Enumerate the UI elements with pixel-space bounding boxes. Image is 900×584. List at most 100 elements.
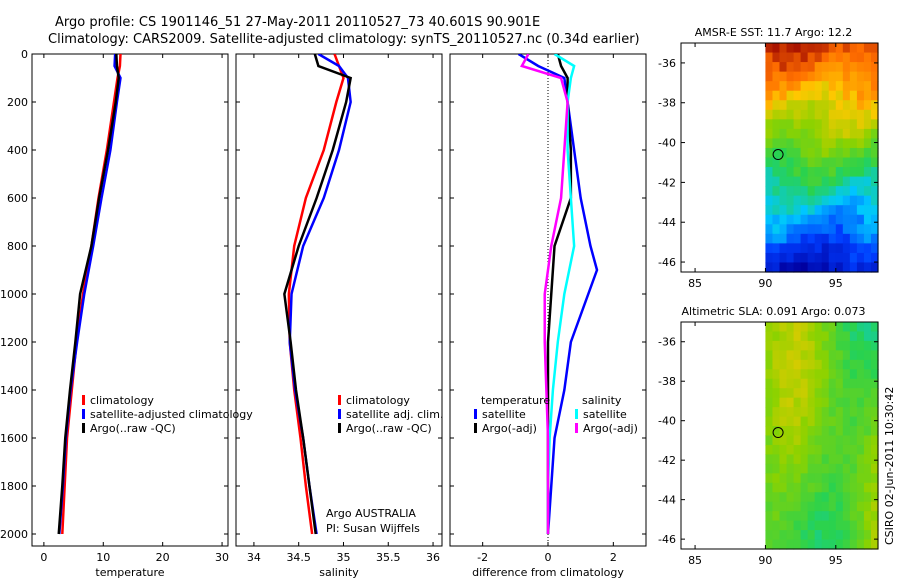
heatmap-cell <box>835 119 844 130</box>
annotation-line2: PI: Susan Wijffels <box>326 522 420 535</box>
heatmap-cell <box>842 407 851 418</box>
heatmap-cell <box>814 128 823 140</box>
heatmap-cell <box>814 138 823 149</box>
heatmap-cell <box>807 224 816 235</box>
heatmap-cell <box>779 262 788 273</box>
heatmap-cell <box>772 388 781 399</box>
heatmap-cell <box>772 233 781 244</box>
heatmap-cell <box>835 388 844 399</box>
heatmap-cell <box>856 262 865 273</box>
heatmap-cell <box>870 350 879 361</box>
heatmap-cell <box>786 52 795 63</box>
x-tick-label: 34.5 <box>286 551 311 564</box>
heatmap-cell <box>814 416 823 427</box>
heatmap-cell <box>772 511 781 522</box>
heatmap-cell <box>821 444 830 456</box>
heatmap-cell <box>870 62 879 73</box>
heatmap-cell <box>870 388 879 399</box>
heatmap-cell <box>765 331 774 342</box>
heatmap-cell <box>765 473 774 484</box>
heatmap-cell <box>772 350 781 361</box>
heatmap-cell <box>842 473 851 484</box>
heatmap-cell <box>779 176 788 187</box>
heatmap-cell <box>793 195 802 206</box>
heatmap-cell <box>828 195 837 206</box>
heatmap-cell <box>786 331 795 342</box>
heatmap-cell <box>835 492 844 503</box>
heatmap-cell <box>849 62 858 73</box>
heatmap-cell <box>807 205 816 216</box>
heatmap-cell <box>814 463 823 474</box>
map-frame <box>680 321 879 550</box>
legend-swatch <box>575 409 578 419</box>
heatmap-cell <box>814 359 823 370</box>
heatmap-cell <box>793 388 802 399</box>
heatmap-cell <box>814 205 823 216</box>
x-tick-label: 35.5 <box>376 551 401 564</box>
sla-map-panel: 85 90 95 -36 -38 -40 -42 -44 -46 Altimetric SLA: … <box>658 305 896 567</box>
heatmap-cell <box>765 520 774 531</box>
y-tick-label: -36 <box>658 57 676 70</box>
heatmap-cell <box>814 378 823 389</box>
heatmap-cell <box>842 205 851 216</box>
heatmap-cell <box>800 100 809 111</box>
heatmap-cell <box>786 388 795 399</box>
heatmap-cell <box>765 138 774 149</box>
heatmap-cell <box>856 473 865 484</box>
heatmap-cell <box>772 119 781 130</box>
map-frame <box>680 42 879 273</box>
heatmap-cell <box>779 530 788 541</box>
heatmap-cell <box>772 167 781 178</box>
heatmap-cell <box>856 43 865 54</box>
heatmap-cell <box>828 157 837 168</box>
heatmap-cell <box>765 176 774 187</box>
heatmap-cell <box>828 71 837 82</box>
heatmap-cell <box>772 482 781 493</box>
heatmap-cell <box>870 214 879 225</box>
heatmap-cell <box>765 407 774 418</box>
heatmap-cell <box>870 138 879 149</box>
y-tick-label: -40 <box>658 137 676 150</box>
heatmap-cell <box>870 407 879 418</box>
heatmap-cell <box>849 378 858 389</box>
heatmap-cell <box>765 147 774 159</box>
heatmap-cell <box>800 167 809 178</box>
heatmap-cell <box>793 463 802 474</box>
heatmap-cell <box>828 243 837 254</box>
heatmap-cell <box>786 454 795 465</box>
heatmap-cell <box>870 205 879 216</box>
heatmap-cell <box>807 407 816 418</box>
heatmap-cell <box>786 463 795 474</box>
heatmap-cell <box>814 224 823 235</box>
heatmap-cell <box>786 43 795 54</box>
heatmap-cell <box>807 520 816 531</box>
heatmap-cell <box>779 109 788 120</box>
heatmap-cell <box>828 205 837 216</box>
heatmap-cell <box>821 157 830 168</box>
heatmap-cell <box>835 359 844 370</box>
heatmap-cell <box>828 501 837 512</box>
series-line-argo <box>283 54 353 535</box>
legend-label: climatology <box>90 394 154 407</box>
heatmap-cell <box>779 501 788 512</box>
heatmap-cell <box>807 71 816 82</box>
heatmap-cell <box>772 539 781 550</box>
heatmap-cell <box>828 252 837 264</box>
axes-frame <box>235 53 443 547</box>
heatmap-cell <box>856 359 865 370</box>
heatmap-cell <box>835 482 844 493</box>
heatmap-cell <box>814 520 823 531</box>
heatmap-cell <box>786 157 795 168</box>
heatmap-cell <box>800 331 809 342</box>
heatmap-cell <box>807 157 816 168</box>
heatmap-cell <box>863 62 872 73</box>
heatmap-cell <box>835 252 844 264</box>
heatmap-cell <box>870 147 879 159</box>
heatmap-cell <box>807 167 816 178</box>
heatmap-cell <box>814 511 823 522</box>
heatmap-cell <box>849 454 858 465</box>
y-tick-label: -40 <box>658 415 676 428</box>
heatmap-cell <box>856 186 865 197</box>
heatmap-cell <box>863 205 872 216</box>
heatmap-cell <box>863 426 872 437</box>
